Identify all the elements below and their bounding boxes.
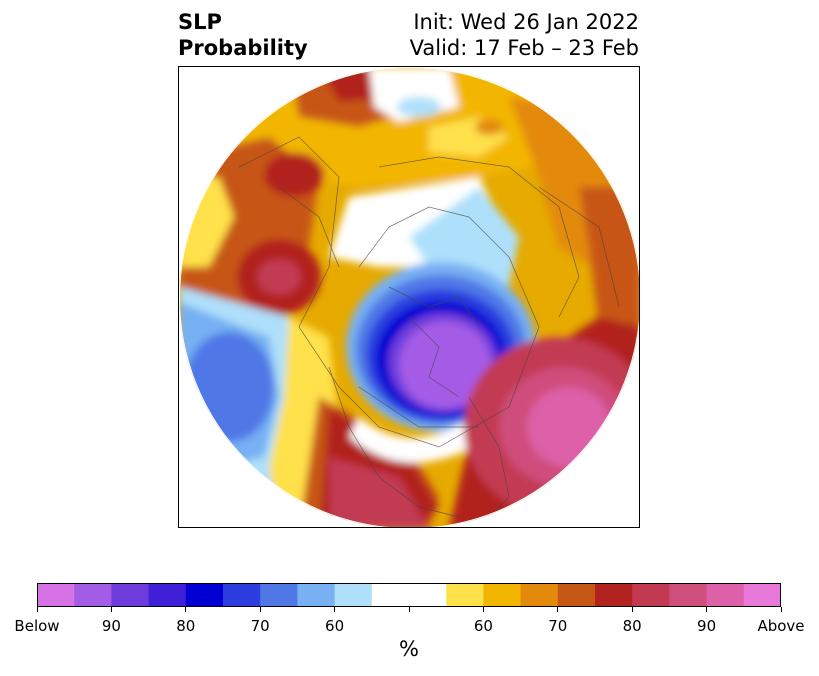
colorbar-segment <box>148 583 187 607</box>
colorbar-segment <box>185 583 224 607</box>
colorbar-segment <box>557 583 596 607</box>
colorbar-border <box>37 583 781 607</box>
colorbar-tick <box>408 607 410 612</box>
colorbar-segment <box>446 583 484 607</box>
colorbar-tick <box>631 607 633 612</box>
colorbar-tick-label: 60 <box>325 617 345 635</box>
probability-map <box>178 66 640 528</box>
colorbar-tick-label: 90 <box>697 617 717 635</box>
colorbar-tick <box>706 607 708 612</box>
colorbar-segment <box>260 583 298 607</box>
colorbar-segment <box>483 583 522 607</box>
colorbar-segment <box>595 583 633 607</box>
colorbar-segment <box>743 583 781 607</box>
colorbar-segment <box>334 583 373 607</box>
colorbar-tick-label: Above <box>757 617 805 635</box>
colorbar-segment <box>632 583 670 607</box>
colorbar-segment <box>669 583 708 607</box>
colorbar-segment <box>520 583 559 607</box>
title-block: SLP Probability <box>178 9 308 61</box>
colorbar-tick-label: 80 <box>176 617 196 635</box>
date-block: Init: Wed 26 Jan 2022 Valid: 17 Feb – 23… <box>410 9 639 61</box>
colorbar-segment <box>74 583 112 607</box>
colorbar-tick-label: 90 <box>101 617 121 635</box>
colorbar-unit: % <box>399 637 419 661</box>
colorbar-tick-label: Below <box>14 617 60 635</box>
colorbar-segment <box>297 583 336 607</box>
colorbar-tick <box>482 607 484 612</box>
colorbar <box>37 583 781 607</box>
colorbar-tick <box>259 607 261 612</box>
colorbar-segment <box>409 583 447 607</box>
title-line-2: Probability <box>178 36 308 60</box>
colorbar-segment <box>223 583 261 607</box>
init-date: Init: Wed 26 Jan 2022 <box>413 10 639 34</box>
colorbar-tick <box>185 607 187 612</box>
colorbar-tick <box>557 607 559 612</box>
colorbar-segment <box>111 583 150 607</box>
colorbar-tick-label: 60 <box>473 617 493 635</box>
colorbar-tick <box>334 607 336 612</box>
valid-date: Valid: 17 Feb – 23 Feb <box>409 36 639 60</box>
colorbar-segment <box>371 583 410 607</box>
colorbar-tick <box>780 607 782 612</box>
colorbar-tick-label: 70 <box>250 617 270 635</box>
colorbar-tick-label: 80 <box>622 617 642 635</box>
colorbar-tick <box>110 607 112 612</box>
colorbar-segment <box>37 583 75 607</box>
colorbar-tick <box>36 607 38 612</box>
title-line-1: SLP <box>178 10 222 34</box>
colorbar-tick-label: 70 <box>548 617 568 635</box>
colorbar-segment <box>706 583 745 607</box>
map-svg <box>179 67 639 527</box>
